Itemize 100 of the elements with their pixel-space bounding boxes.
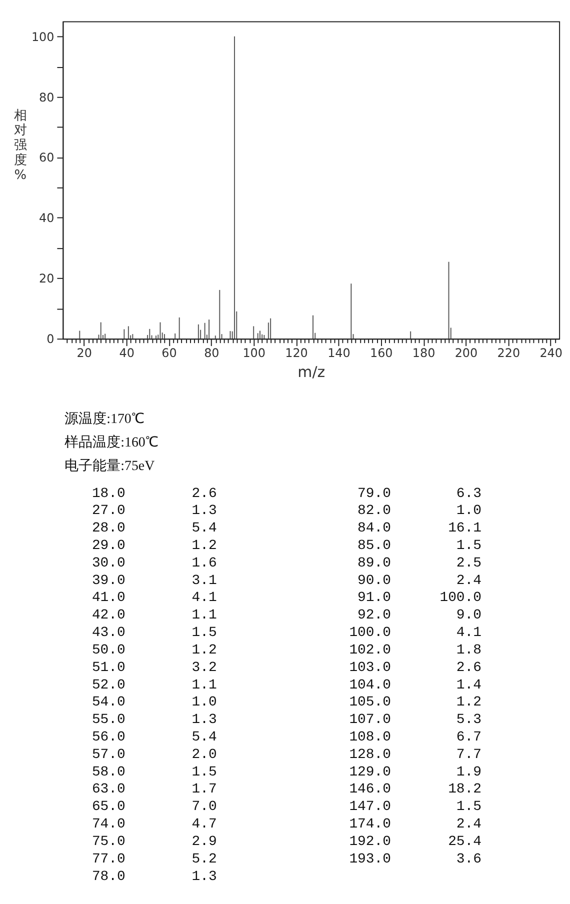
category-label: 39.0 — [92, 572, 126, 589]
category-label: 65.0 — [92, 799, 126, 816]
text: 6.3 — [456, 486, 482, 502]
text: 1.0 — [456, 503, 482, 520]
x-tick-label: 20 — [76, 346, 92, 360]
text: 5.2 — [192, 851, 217, 868]
text: 1.6 — [192, 555, 217, 572]
category-label: 43.0 — [92, 625, 126, 642]
text: 1.1 — [192, 677, 217, 694]
category-label: 105.0 — [349, 694, 391, 711]
category-label: 84.0 — [358, 520, 391, 537]
text: 1.5 — [192, 764, 217, 780]
text: 1.5 — [192, 625, 217, 642]
category-label: 91.0 — [358, 590, 391, 606]
category-label: 146.0 — [349, 782, 391, 798]
x-tick-label: 100 — [242, 346, 266, 360]
text: 18.2 — [448, 782, 482, 798]
y-axis-title: 相对强度% — [14, 108, 27, 183]
text: 1.3 — [192, 868, 217, 885]
text: 源温度:170℃ — [64, 411, 144, 428]
text: 1.2 — [192, 642, 217, 658]
text: 2.4 — [456, 572, 482, 589]
text: 1.5 — [456, 799, 482, 816]
category-label: 52.0 — [92, 677, 126, 694]
x-axis-title: m/z — [298, 362, 326, 381]
category-label: 128.0 — [349, 746, 391, 763]
category-label: 29.0 — [92, 538, 126, 554]
x-tick-label: 180 — [412, 346, 436, 360]
y-tick-label: 40 — [39, 211, 54, 226]
category-label: 79.0 — [358, 486, 391, 502]
y-tick-label: 60 — [39, 150, 54, 165]
category-label: 78.0 — [92, 868, 126, 885]
category-label: 58.0 — [92, 764, 126, 780]
text: 3.1 — [192, 572, 217, 589]
x-tick-label: 40 — [119, 346, 134, 360]
category-label: 89.0 — [358, 555, 391, 572]
category-label: 42.0 — [92, 608, 126, 624]
text: 9.0 — [456, 608, 482, 624]
x-tick-label: 80 — [204, 346, 220, 360]
text: 2.6 — [192, 486, 217, 502]
category-label: 50.0 — [92, 642, 126, 658]
text: 2.0 — [192, 746, 217, 763]
text: 1.2 — [192, 538, 217, 554]
category-label: 51.0 — [92, 660, 126, 676]
text: 16.1 — [448, 520, 482, 537]
text: 1.4 — [456, 677, 482, 694]
text: 1.5 — [456, 538, 482, 554]
text: 1.7 — [192, 782, 217, 798]
category-label: 193.0 — [349, 851, 391, 868]
category-label: 129.0 — [349, 764, 391, 780]
text: 5.3 — [456, 712, 482, 728]
category-label: 174.0 — [349, 816, 391, 833]
category-label: 74.0 — [92, 816, 126, 833]
category-label: 192.0 — [349, 834, 391, 850]
text: 2.4 — [456, 816, 482, 833]
text: 1.0 — [192, 694, 217, 711]
y-tick-label: 0 — [46, 332, 54, 346]
text: 1.3 — [192, 503, 217, 520]
category-label: 92.0 — [358, 608, 391, 624]
category-label: 27.0 — [92, 503, 126, 520]
text: 1.9 — [456, 764, 482, 780]
x-tick-label: 160 — [370, 346, 393, 360]
y-tick-label: 20 — [39, 272, 54, 286]
category-label: 56.0 — [92, 729, 126, 746]
text: 5.4 — [192, 520, 217, 537]
category-label: 107.0 — [349, 712, 391, 728]
category-label: 85.0 — [358, 538, 391, 554]
text: 3.2 — [192, 660, 217, 676]
category-label: 103.0 — [349, 660, 391, 676]
x-tick-label: 140 — [328, 346, 350, 360]
category-label: 108.0 — [349, 729, 391, 746]
text: 1.3 — [192, 712, 217, 728]
x-tick-label: 60 — [162, 346, 177, 360]
x-tick-label: 220 — [497, 346, 520, 360]
category-label: 41.0 — [92, 590, 126, 606]
text: 4.1 — [192, 590, 217, 606]
text: 25.4 — [448, 834, 482, 850]
text: 3.6 — [456, 851, 482, 868]
text: 1.8 — [456, 642, 482, 658]
category-label: 63.0 — [92, 782, 126, 798]
y-tick-label: 100 — [31, 30, 54, 44]
category-label: 28.0 — [92, 520, 126, 537]
category-label: 100.0 — [349, 625, 391, 642]
text: 100.0 — [440, 590, 482, 606]
y-tick-label: 80 — [39, 90, 54, 104]
category-label: 18.0 — [92, 486, 126, 502]
text: 2.6 — [456, 660, 482, 676]
category-label: 55.0 — [92, 712, 126, 728]
category-label: 90.0 — [358, 572, 391, 589]
category-label: 75.0 — [92, 834, 126, 850]
category-label: 102.0 — [349, 642, 391, 658]
text: 4.1 — [456, 625, 482, 642]
category-label: 30.0 — [92, 555, 126, 572]
category-label: 147.0 — [349, 799, 391, 816]
category-label: 57.0 — [92, 746, 126, 763]
text: 4.7 — [192, 816, 217, 833]
text: 7.7 — [456, 746, 482, 763]
category-label: 104.0 — [349, 677, 391, 694]
text: 2.5 — [456, 555, 482, 572]
text: 6.7 — [456, 729, 482, 746]
